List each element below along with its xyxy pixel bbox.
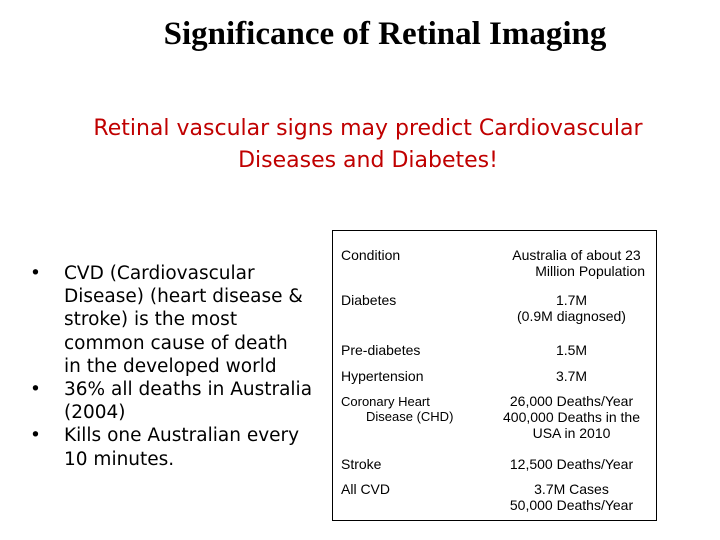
condition-cell: Diabetes xyxy=(333,287,488,338)
bullet-item: • 36% all deaths in Australia (2004) xyxy=(20,378,325,424)
bullet-line: 10 minutes. xyxy=(64,448,175,470)
header-condition-label: Condition xyxy=(341,247,401,263)
value-text: 3.7M xyxy=(555,367,588,384)
table-row: Hypertension 3.7M xyxy=(333,364,657,389)
subtitle-line-2: Diseases and Diabetes! xyxy=(238,148,498,173)
table-row: Coronary Heart Disease (CHD) 26,000 Deat… xyxy=(333,389,657,451)
subtitle-line-1: Retinal vascular signs may predict Cardi… xyxy=(93,116,643,141)
bullet-line: common cause of death xyxy=(64,332,288,354)
value-cell: 12,500 Deaths/Year xyxy=(487,451,657,477)
table-row: Stroke 12,500 Deaths/Year xyxy=(333,451,657,477)
value-text: 400,000 Deaths in the xyxy=(503,408,640,425)
table-header-row: Condition Australia of about 23 Million … xyxy=(333,231,657,287)
condition-text: All CVD xyxy=(341,480,391,497)
value-text: 26,000 Deaths/Year xyxy=(509,392,634,409)
value-cell: 26,000 Deaths/Year 400,000 Deaths in the… xyxy=(487,389,657,451)
value-text: 50,000 Deaths/Year xyxy=(509,496,634,513)
condition-text: Disease (CHD) xyxy=(366,408,454,424)
header-population-line: Million Population xyxy=(535,263,645,279)
condition-cell: Hypertension xyxy=(333,364,488,389)
bullet-line: Disease) (heart disease & xyxy=(64,286,303,308)
conditions-table: Condition Australia of about 23 Million … xyxy=(332,230,657,521)
table-row: All CVD 3.7M Cases 50,000 Deaths/Year xyxy=(333,477,657,521)
bullet-line: 36% all deaths in Australia xyxy=(64,379,313,401)
condition-text: Hypertension xyxy=(341,367,424,384)
condition-cell: Stroke xyxy=(333,451,488,477)
condition-cell: All CVD xyxy=(333,477,488,521)
bullet-list: • CVD (Cardiovascular Disease) (heart di… xyxy=(20,262,325,471)
condition-text: Stroke xyxy=(341,455,382,472)
bullet-item: • CVD (Cardiovascular Disease) (heart di… xyxy=(20,262,325,378)
value-text: 1.7M xyxy=(555,291,588,308)
condition-text: Coronary Heart xyxy=(341,393,430,409)
slide-subtitle: Retinal vascular signs may predict Cardi… xyxy=(60,113,676,177)
condition-cell: Pre-diabetes xyxy=(333,338,488,364)
bullet-line: in the developed world xyxy=(64,355,277,377)
value-cell: 1.5M xyxy=(487,338,657,364)
condition-text: Diabetes xyxy=(341,291,397,308)
table-row: Diabetes 1.7M (0.9M diagnosed) xyxy=(333,287,657,338)
value-text: 12,500 Deaths/Year xyxy=(509,455,634,472)
header-condition: Condition xyxy=(333,231,488,287)
value-text: 3.7M Cases xyxy=(534,480,609,497)
bullet-marker: • xyxy=(30,263,41,284)
value-text: USA in 2010 xyxy=(532,424,611,441)
header-population: Australia of about 23 Million Population xyxy=(487,231,657,287)
table-row: Pre-diabetes 1.5M xyxy=(333,338,657,364)
value-text: (0.9M diagnosed) xyxy=(517,307,626,324)
slide-title: Significance of Retinal Imaging xyxy=(163,16,607,52)
value-text: 1.5M xyxy=(555,341,588,358)
bullet-marker: • xyxy=(30,379,41,401)
value-cell: 3.7M xyxy=(487,364,657,389)
value-cell: 1.7M (0.9M diagnosed) xyxy=(487,287,657,338)
bullet-line: stroke) is the most xyxy=(64,309,238,331)
bullet-line: CVD (Cardiovascular xyxy=(64,263,255,284)
bullet-line: (2004) xyxy=(64,402,126,424)
condition-cell: Coronary Heart Disease (CHD) xyxy=(333,389,488,451)
bullet-marker: • xyxy=(30,425,41,447)
bullet-line: Kills one Australian every xyxy=(64,425,300,447)
bullet-item: • Kills one Australian every 10 minutes. xyxy=(20,424,325,470)
condition-text: Pre-diabetes xyxy=(341,341,421,358)
value-cell: 3.7M Cases 50,000 Deaths/Year xyxy=(487,477,657,521)
header-population-line: Australia of about 23 xyxy=(512,247,641,263)
